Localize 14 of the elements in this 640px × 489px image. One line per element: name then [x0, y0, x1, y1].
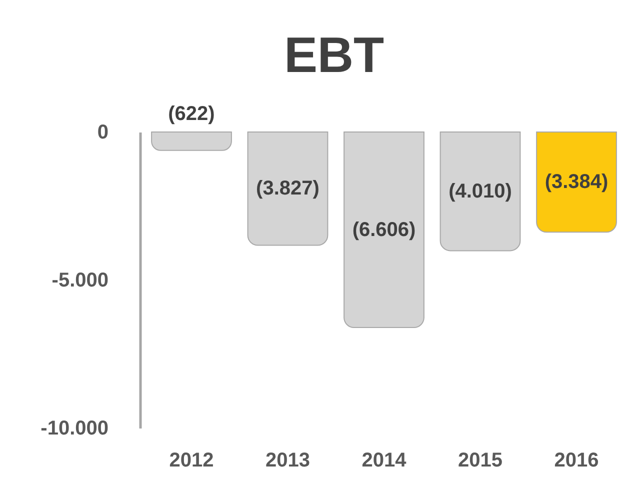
x-tick-label: 2014 — [362, 450, 408, 472]
data-label: (4.010) — [448, 180, 512, 202]
data-label: (622) — [168, 103, 215, 125]
data-label: (3.384) — [544, 171, 608, 194]
data-label: (6.606) — [352, 218, 416, 241]
chart-title: EBT — [284, 27, 384, 83]
x-tick-label: 2013 — [266, 450, 310, 472]
y-tick-label: 0 — [97, 122, 108, 144]
x-tick-label: 2015 — [458, 450, 502, 472]
y-tick-label: -10.000 — [40, 418, 108, 440]
y-tick-label: -5.000 — [52, 270, 108, 292]
x-tick-label: 2012 — [169, 450, 214, 472]
x-tick-label: 2016 — [554, 450, 599, 472]
data-label: (3.827) — [256, 178, 320, 200]
